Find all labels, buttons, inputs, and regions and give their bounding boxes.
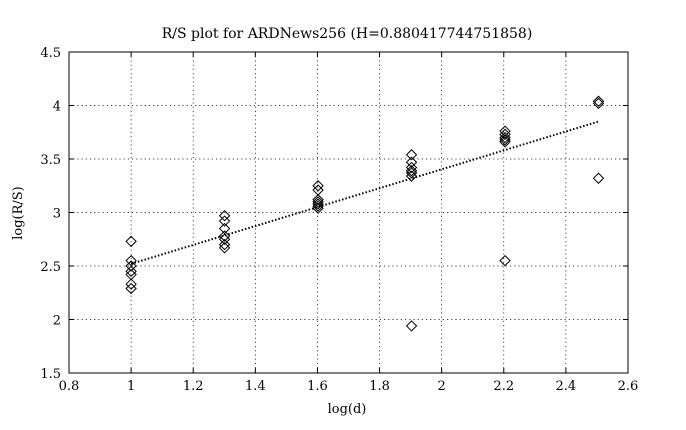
data-point [405, 161, 418, 174]
data-point [499, 128, 511, 141]
data-point [405, 165, 418, 177]
fit-line-group [130, 120, 599, 265]
y-tick-label: 1.5 [40, 367, 61, 382]
x-tick-label: 1.6 [307, 379, 328, 394]
data-point [218, 233, 231, 245]
y-tick-label: 4.5 [40, 46, 61, 61]
data-point [312, 198, 324, 210]
x-tick-label: 2.6 [618, 379, 639, 394]
data-point [218, 230, 231, 242]
data-point [218, 242, 231, 254]
x-tick-label: 1.4 [245, 379, 266, 394]
y-axis-label: log(R/S) [11, 186, 26, 240]
x-tick-label: 1 [127, 379, 135, 394]
fit-line [130, 120, 599, 265]
x-tick-label: 0.8 [59, 379, 80, 394]
data-point [125, 278, 137, 290]
data-point [218, 215, 231, 227]
data-point [592, 172, 605, 184]
x-tick-label: 2.4 [556, 379, 577, 394]
data-point [125, 282, 137, 295]
data-point [312, 193, 324, 206]
data-point [405, 149, 418, 161]
y-tick-label: 3 [53, 207, 61, 222]
data-point [499, 136, 511, 148]
data-point [125, 260, 137, 272]
data-point [592, 97, 605, 110]
data-point [312, 200, 324, 212]
data-point [405, 167, 418, 179]
data-point [592, 95, 605, 107]
data-markers [125, 95, 605, 332]
data-point [499, 134, 511, 146]
data-point [405, 170, 418, 182]
axis-ticks: 0.8 1 1.2 1.4 1.6 1.8 2 2.2 2.4 2.6 1.5 2 2.5 3 3.5 4 4.… [40, 46, 638, 394]
data-point [312, 202, 324, 214]
y-tick-label: 3.5 [40, 153, 61, 168]
y-tick-label: 4 [53, 100, 61, 115]
chart-title: R/S plot for ARDNews256 (H=0.88041774475… [162, 26, 533, 42]
x-axis-label: log(d) [328, 402, 367, 417]
data-point [218, 238, 231, 251]
data-point [499, 254, 511, 267]
data-point [312, 196, 324, 208]
data-point [125, 265, 137, 278]
y-tick-label: 2 [53, 314, 61, 329]
y-tick-label: 2.5 [40, 260, 61, 275]
x-tick-label: 2.2 [493, 379, 514, 394]
data-point [405, 320, 418, 332]
x-tick-label: 1.2 [183, 379, 204, 394]
x-tick-label: 2 [438, 379, 446, 394]
data-point [312, 180, 324, 192]
x-tick-label: 1.8 [369, 379, 390, 394]
data-point [125, 235, 137, 248]
data-point [499, 131, 511, 144]
data-point [218, 210, 231, 222]
